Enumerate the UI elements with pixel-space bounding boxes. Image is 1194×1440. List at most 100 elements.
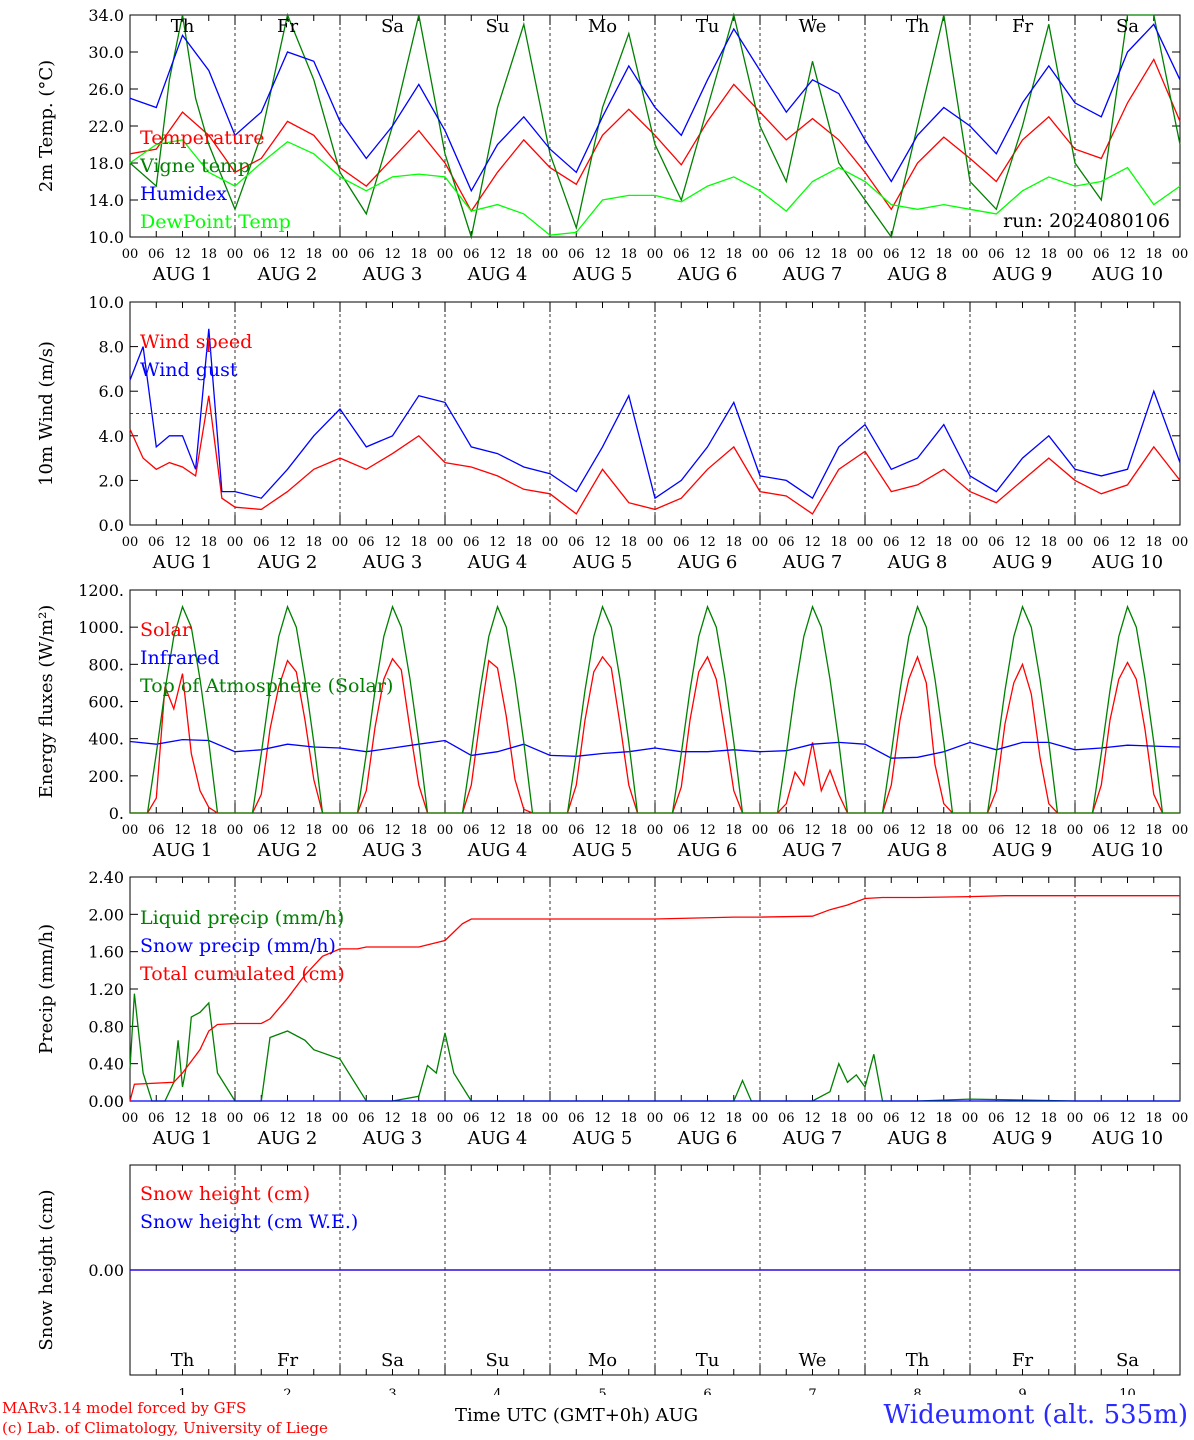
x-hour-label: 06 [358,1111,375,1126]
x-date-label: AUG 1 [152,1128,213,1149]
meteogram: 10.014.018.022.026.030.034.02m Temp. (°C… [36,6,1189,1395]
x-hour-label: 12 [174,823,191,838]
lab-credit: (c) Lab. of Climatology, University of L… [2,1419,328,1437]
x-hour-label: 12 [174,1111,191,1126]
x-hour-label: 00 [962,823,979,838]
station-name: Wideumont (alt. 535m) [883,1400,1188,1430]
weekday-label: We [799,1350,827,1371]
x-hour-label: 00 [227,823,244,838]
x-hour-label: 06 [778,1111,795,1126]
x-hour-label: 06 [568,1111,585,1126]
x-date-label: AUG 1 [152,552,213,573]
x-hour-label: 18 [410,823,427,838]
x-hour-label: 06 [988,823,1005,838]
x-date-label: AUG 8 [887,840,948,861]
top-weekday-label: Mo [588,16,617,37]
x-hour-label: 12 [909,535,926,550]
y-tick-label: 6.0 [99,382,124,401]
x-hour-label: 18 [935,535,952,550]
x-hour-label: 00 [1172,823,1189,838]
y-tick-label: 2.00 [88,905,124,924]
legend-entry: Snow height (cm W.E.) [140,1211,358,1233]
x-hour-label: 06 [673,247,690,262]
y-tick-label: 8.0 [99,338,124,357]
top-weekday-label: Sa [381,16,404,37]
y-axis-label: Energy fluxes (W/m²) [36,605,57,799]
x-date-label: AUG 9 [992,1128,1053,1149]
y-tick-label: 1.60 [88,943,124,962]
x-hour-label: 06 [253,247,270,262]
x-hour-label: 18 [515,247,532,262]
x-hour-label: 06 [673,535,690,550]
x-hour-label: 06 [253,535,270,550]
x-hour-label: 12 [1014,1111,1031,1126]
x-hour-label: 12 [909,247,926,262]
x-date-label: AUG 4 [467,840,528,861]
x-hour-label: 00 [752,1111,769,1126]
x-date-label: AUG 8 [887,264,948,285]
top-weekday-label: Fr [1012,16,1033,37]
series-line-wind-speed [129,395,1181,515]
y-tick-label: 30.0 [88,43,124,62]
x-hour-label: 06 [358,823,375,838]
x-date-label: AUG 9 [992,264,1053,285]
x-hour-label: 00 [122,823,139,838]
x-date-label: AUG 5 [572,1128,633,1149]
y-axis-label: 10m Wind (m/s) [36,341,57,486]
x-date-label: AUG 7 [782,552,843,573]
x-hour-label: 00 [1172,1111,1189,1126]
legend-entry: Liquid precip (mm/h) [140,907,344,929]
legend-entry: Infrared [140,647,220,669]
legend-entry: DewPoint Temp [140,211,291,233]
x-hour-label: 18 [725,823,742,838]
weekday-label: Sa [381,1350,404,1371]
x-hour-label: 00 [857,535,874,550]
x-hour-label: 00 [647,1111,664,1126]
x-date-label: AUG 6 [677,552,738,573]
series-line-total-cumulated-cm- [129,895,1180,1102]
x-hour-label: 00 [332,823,349,838]
x-date-label: AUG 7 [782,1128,843,1149]
x-hour-label: 12 [489,247,506,262]
x-hour-label: 12 [279,535,296,550]
y-tick-label: 10.0 [88,293,124,312]
x-hour-label: 12 [909,1111,926,1126]
x-hour-label: 06 [463,1111,480,1126]
x-hour-label: 18 [935,1111,952,1126]
x-hour-label: 06 [358,247,375,262]
x-hour-label: 18 [305,823,322,838]
x-hour-label: 12 [699,823,716,838]
x-date-label: AUG 8 [887,1128,948,1149]
x-hour-label: 00 [542,535,559,550]
x-hour-label: 06 [883,247,900,262]
x-date-label: AUG 9 [992,552,1053,573]
x-hour-label: 06 [148,535,165,550]
y-tick-label: 0.40 [88,1055,124,1074]
x-date-label: AUG 7 [782,840,843,861]
x-hour-label: 18 [305,247,322,262]
day-number-label: 3 [388,1387,396,1395]
day-number-label: 7 [808,1387,816,1395]
x-date-label: AUG 10 [1091,840,1163,861]
x-hour-label: 18 [1145,535,1162,550]
x-hour-label: 12 [279,1111,296,1126]
x-hour-label: 18 [410,247,427,262]
x-hour-label: 00 [437,1111,454,1126]
x-hour-label: 12 [384,247,401,262]
day-number-label: 1 [178,1387,186,1395]
x-hour-label: 18 [725,1111,742,1126]
x-date-label: AUG 9 [992,840,1053,861]
x-hour-label: 18 [1040,535,1057,550]
x-hour-label: 12 [1014,247,1031,262]
x-hour-label: 18 [200,823,217,838]
x-date-label: AUG 4 [467,264,528,285]
x-hour-label: 06 [988,247,1005,262]
day-number-label: 4 [493,1387,501,1395]
x-hour-label: 18 [725,247,742,262]
top-weekday-label: Th [171,16,195,37]
legend-entry: Total cumulated (cm) [140,963,345,985]
x-hour-label: 00 [437,247,454,262]
x-hour-label: 06 [148,1111,165,1126]
top-weekday-label: Sa [1116,16,1139,37]
x-date-label: AUG 10 [1091,264,1163,285]
